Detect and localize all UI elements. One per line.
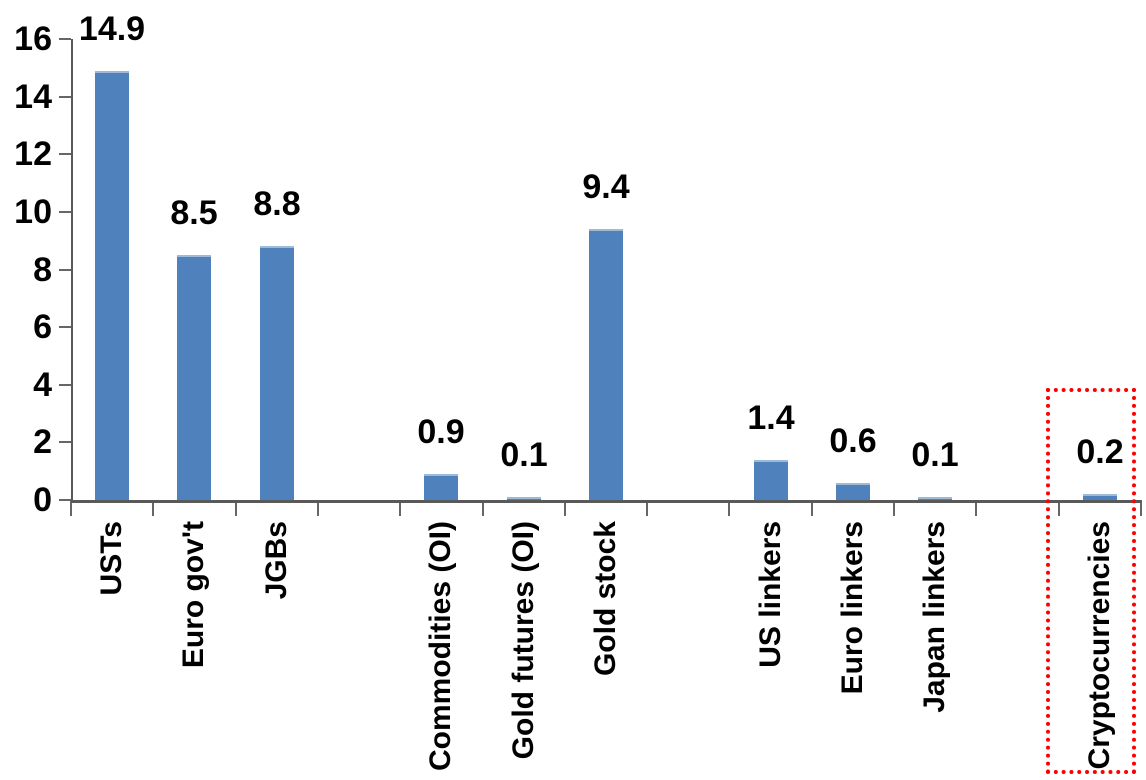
y-tick: [59, 384, 71, 386]
value-label: 0.1: [500, 436, 548, 474]
x-tick: [564, 500, 566, 516]
bar-commodities-oi-: [424, 474, 458, 500]
x-axis-line: [71, 500, 1141, 503]
x-tick: [1058, 500, 1060, 516]
y-tick: [59, 153, 71, 155]
x-tick: [811, 500, 813, 516]
category-label: US linkers: [754, 521, 787, 668]
x-tick: [399, 500, 401, 516]
bar-euro-gov-t: [177, 255, 211, 500]
x-tick: [728, 500, 730, 516]
value-label: 0.1: [911, 436, 959, 474]
y-tick-label: 8: [33, 251, 52, 289]
category-label: Gold futures (OI): [507, 521, 540, 760]
y-tick-label: 0: [33, 481, 52, 519]
y-tick: [59, 211, 71, 213]
category-label: USTs: [95, 521, 128, 596]
bar-gold-stock: [589, 229, 623, 500]
x-tick: [646, 500, 648, 516]
x-tick: [893, 500, 895, 516]
bar-gold-futures-oi-: [507, 497, 541, 500]
y-tick-label: 10: [14, 193, 52, 231]
category-label: JGBs: [260, 521, 293, 600]
y-tick-label: 14: [14, 78, 52, 116]
y-tick-label: 6: [33, 308, 52, 346]
x-tick: [975, 500, 977, 516]
y-tick: [59, 499, 71, 501]
category-label: Gold stock: [589, 521, 622, 677]
bar-japan-linkers: [918, 497, 952, 500]
bar-us-linkers: [754, 460, 788, 500]
y-tick: [59, 441, 71, 443]
value-label: 1.4: [747, 399, 795, 437]
value-label: 14.9: [78, 10, 146, 48]
bar-usts: [95, 71, 129, 500]
y-tick: [59, 96, 71, 98]
x-tick: [152, 500, 154, 516]
highlight-box-cryptocurrencies: [1046, 388, 1136, 774]
x-tick: [235, 500, 237, 516]
bar-jgbs: [260, 246, 294, 500]
value-label: 0.2: [1076, 433, 1124, 471]
value-label: 0.6: [829, 422, 877, 460]
value-label: 8.5: [170, 194, 218, 232]
value-label: 0.9: [417, 413, 465, 451]
y-tick-label: 4: [33, 366, 52, 404]
y-tick: [59, 269, 71, 271]
y-tick-label: 2: [33, 423, 52, 461]
y-tick-label: 16: [14, 20, 52, 58]
value-label: 9.4: [582, 168, 630, 206]
x-tick: [1140, 500, 1142, 516]
x-tick: [482, 500, 484, 516]
bar-cryptocurrencies: [1083, 494, 1117, 500]
bar-euro-linkers: [836, 483, 870, 500]
x-tick: [70, 500, 72, 516]
value-label: 8.8: [253, 185, 301, 223]
category-label: Japan linkers: [918, 521, 951, 713]
x-tick: [317, 500, 319, 516]
y-tick: [59, 38, 71, 40]
y-tick: [59, 326, 71, 328]
category-label: Euro linkers: [836, 521, 869, 695]
category-label: Euro gov't: [177, 521, 210, 669]
category-label: Commodities (OI): [424, 521, 457, 772]
y-tick-label: 12: [14, 135, 52, 173]
y-axis-line: [71, 39, 73, 503]
